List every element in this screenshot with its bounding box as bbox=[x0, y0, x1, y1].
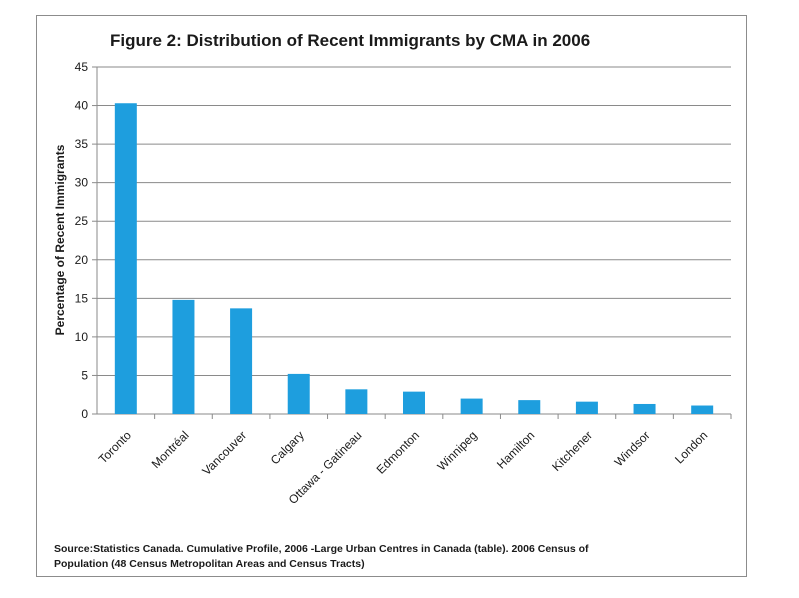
x-category-label: Vancouver bbox=[199, 428, 249, 478]
x-category-label: Toronto bbox=[96, 428, 134, 466]
y-tick-labels: 0 5 10 15 20 25 30 35 40 45 bbox=[75, 60, 89, 421]
bar bbox=[114, 103, 137, 415]
bar bbox=[172, 299, 195, 414]
chart-frame bbox=[36, 15, 747, 577]
x-category-label: Windsor bbox=[612, 428, 653, 469]
y-tick-label: 45 bbox=[75, 60, 89, 74]
y-tick-label: 15 bbox=[75, 291, 89, 305]
y-tick-label: 5 bbox=[81, 368, 88, 382]
y-tick-label: 40 bbox=[75, 99, 89, 113]
y-tick-label: 30 bbox=[75, 176, 89, 190]
source-line-1: Source:Statistics Canada. Cumulative Pro… bbox=[54, 543, 589, 555]
bar bbox=[403, 391, 425, 414]
bar bbox=[230, 308, 253, 414]
x-category-label: Hamilton bbox=[494, 428, 537, 471]
y-tick-label: 35 bbox=[75, 137, 89, 151]
x-category-label: Edmonton bbox=[374, 428, 423, 477]
x-category-label: London bbox=[672, 428, 710, 466]
y-tick-label: 0 bbox=[81, 407, 88, 421]
bar bbox=[633, 403, 656, 414]
chart-title: Figure 2: Distribution of Recent Immigra… bbox=[110, 31, 591, 50]
bars bbox=[114, 103, 714, 415]
y-tick-label: 25 bbox=[75, 214, 89, 228]
bar bbox=[575, 401, 598, 414]
bar bbox=[345, 389, 368, 414]
bar bbox=[460, 398, 483, 414]
y-tick-label: 20 bbox=[75, 253, 89, 267]
bar bbox=[691, 405, 714, 414]
bar bbox=[287, 373, 310, 414]
x-category-label: Winnipeg bbox=[434, 428, 479, 473]
x-category-label: Montréal bbox=[149, 428, 192, 471]
bar bbox=[518, 400, 541, 414]
x-category-label: Calgary bbox=[268, 428, 307, 467]
source-note: Source:Statistics Canada. Cumulative Pro… bbox=[54, 542, 654, 572]
x-category-label: Kitchener bbox=[549, 428, 595, 474]
y-tick-label: 10 bbox=[75, 330, 89, 344]
y-axis-title: Percentage of Recent Immigrants bbox=[53, 144, 67, 335]
source-line-2: Population (48 Census Metropolitan Areas… bbox=[54, 558, 365, 570]
gridlines bbox=[97, 66, 731, 376]
